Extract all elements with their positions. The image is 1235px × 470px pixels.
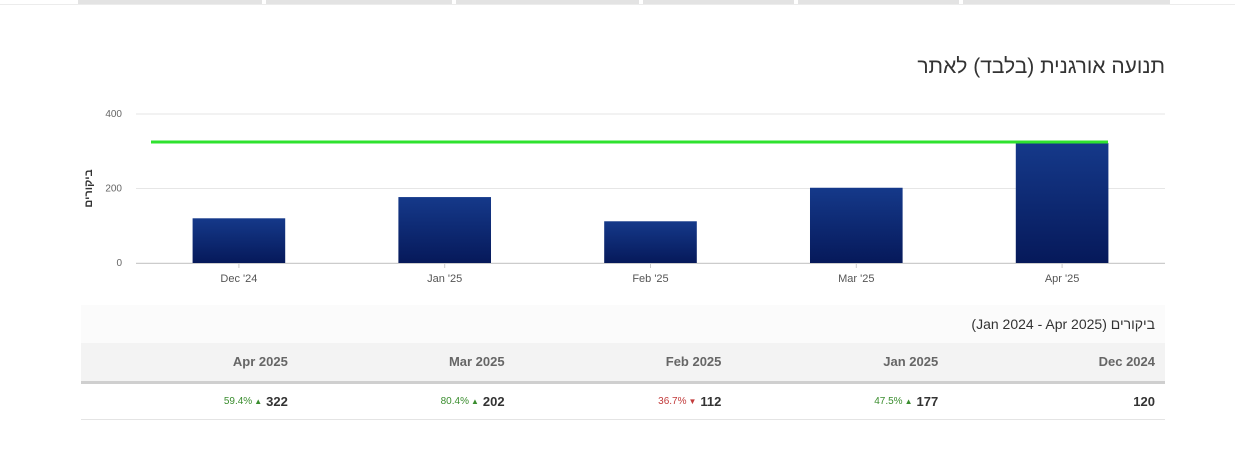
chart-title: תנועה אורגנית (בלבד) לאתר xyxy=(917,55,1165,78)
change-indicator: 36.7% ▼ xyxy=(658,396,696,407)
top-tab[interactable] xyxy=(798,0,959,4)
change-percent: 36.7% xyxy=(658,396,687,407)
x-tick-label: Feb '25 xyxy=(632,273,668,285)
bar xyxy=(398,197,492,263)
triangle-up-icon: ▲ xyxy=(904,397,913,406)
triangle-down-icon: ▼ xyxy=(688,397,697,406)
triangle-up-icon: ▲ xyxy=(470,397,479,406)
table-row: 120 177 47.5% ▲ 112 36.7% ▼ 202 80.4% ▲ 322 59.4% ▲ xyxy=(81,384,1165,420)
y-tick-label: 400 xyxy=(105,109,122,120)
x-tick-label: Mar '25 xyxy=(838,273,874,285)
change-indicator: 59.4% ▲ xyxy=(224,396,262,407)
y-tick-label: 0 xyxy=(116,258,122,269)
top-tab[interactable] xyxy=(456,0,639,4)
column-header: Apr 2025 xyxy=(232,354,288,369)
bar xyxy=(809,187,903,263)
top-tab[interactable] xyxy=(78,0,262,4)
table-cell: 202 80.4% ▲ xyxy=(298,394,515,409)
column-header: Feb 2025 xyxy=(665,354,722,369)
cell-value: 177 xyxy=(916,394,939,409)
x-tick-label: Dec '24 xyxy=(220,273,257,285)
table-cell: 112 36.7% ▼ xyxy=(515,394,732,409)
bar xyxy=(192,218,286,263)
y-tick-label: 200 xyxy=(105,184,122,195)
table-caption: ביקורים (Jan 2024 - Apr 2025) xyxy=(81,305,1165,343)
column-header: Mar 2025 xyxy=(448,354,505,369)
bar xyxy=(604,221,697,263)
cell-value: 112 xyxy=(700,394,722,409)
cell-value: 202 xyxy=(482,394,505,409)
triangle-up-icon: ▲ xyxy=(254,397,263,406)
tab-strip-underline xyxy=(0,4,1235,5)
change-indicator: 47.5% ▲ xyxy=(874,396,912,407)
change-indicator: 80.4% ▲ xyxy=(441,396,479,407)
top-tab[interactable] xyxy=(266,0,452,4)
top-tab[interactable] xyxy=(643,0,794,4)
table-cell: 177 47.5% ▲ xyxy=(731,394,948,409)
data-table: ביקורים (Jan 2024 - Apr 2025) Dec 2024 Ja… xyxy=(81,305,1165,420)
change-percent: 47.5% xyxy=(874,396,903,407)
x-tick-label: Apr '25 xyxy=(1045,273,1080,285)
bar xyxy=(1015,143,1109,263)
cell-value: 120 xyxy=(1133,394,1155,409)
x-tick-label: Jan '25 xyxy=(427,273,462,285)
table-cell: 322 59.4% ▲ xyxy=(81,394,298,409)
top-tab-strip xyxy=(0,0,1235,5)
change-percent: 80.4% xyxy=(440,396,469,407)
cell-value: 322 xyxy=(266,394,288,409)
change-percent: 59.4% xyxy=(223,396,253,407)
column-header: Jan 2025 xyxy=(883,354,939,369)
y-axis-title: ביקורים xyxy=(83,169,95,207)
bar-chart: 0 200 400 ביקורים Dec '24 Jan '25 Feb '25 Mar '… xyxy=(83,109,1165,285)
column-header: Dec 2024 xyxy=(1098,354,1155,369)
table-header: Dec 2024 Jan 2025 Feb 2025 Mar 2025 Apr 2025 xyxy=(81,343,1165,384)
top-tab[interactable] xyxy=(963,0,1170,4)
table-cell: 120 xyxy=(948,394,1165,409)
